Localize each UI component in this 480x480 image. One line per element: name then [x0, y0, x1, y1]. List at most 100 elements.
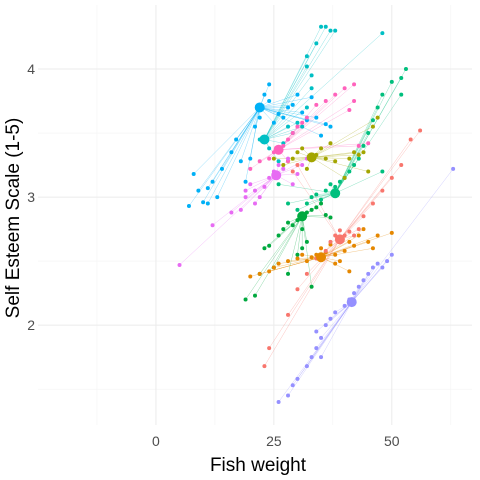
data-point — [319, 201, 324, 206]
connector-line — [320, 301, 352, 358]
connector-line — [250, 107, 260, 159]
data-point — [352, 233, 357, 238]
data-point — [276, 182, 281, 187]
connector-line — [278, 145, 359, 150]
connector-line — [273, 216, 303, 268]
data-point — [319, 146, 324, 151]
data-point — [366, 131, 371, 136]
group-mean-point — [273, 144, 284, 155]
connector-line — [207, 107, 260, 204]
data-point — [314, 205, 319, 210]
data-point — [370, 246, 375, 251]
connector-line — [278, 257, 322, 264]
connector-line — [311, 157, 345, 179]
group-means — [254, 102, 357, 308]
connector-line — [316, 301, 352, 349]
data-point — [328, 215, 333, 220]
data-point — [300, 110, 305, 115]
data-point — [399, 75, 404, 80]
data-point — [356, 284, 361, 289]
data-point — [418, 128, 423, 133]
data-point — [257, 195, 262, 200]
connector-line — [264, 26, 326, 140]
data-point — [347, 169, 352, 174]
data-point — [295, 120, 300, 125]
data-point — [304, 201, 309, 206]
data-point — [290, 383, 295, 388]
data-point — [295, 92, 300, 97]
data-point — [243, 179, 248, 184]
data-point — [295, 256, 300, 261]
connector-line — [264, 88, 312, 140]
data-point — [271, 120, 276, 125]
y-tick-label: 2 — [27, 317, 35, 333]
data-point — [304, 239, 309, 244]
data-point — [281, 115, 286, 120]
data-point — [253, 293, 257, 298]
connector-line — [259, 107, 326, 125]
data-point — [333, 310, 338, 315]
data-point — [403, 67, 408, 72]
data-point — [347, 156, 352, 161]
data-point — [356, 227, 361, 232]
data-point — [286, 312, 291, 317]
connector-line — [339, 190, 383, 240]
connector-line — [351, 168, 454, 303]
data-point — [328, 239, 333, 244]
connector-line — [301, 216, 312, 287]
data-point — [238, 207, 243, 212]
data-point — [276, 159, 281, 164]
data-point — [337, 228, 342, 233]
connector-line — [287, 216, 303, 274]
data-point — [319, 355, 324, 360]
data-point — [366, 169, 371, 174]
data-point — [333, 28, 338, 33]
data-point — [352, 163, 357, 168]
data-point — [370, 265, 375, 270]
data-point — [375, 105, 380, 110]
data-point — [177, 262, 182, 267]
connector-line — [212, 175, 277, 226]
data-point — [253, 201, 257, 206]
connector-line — [297, 193, 336, 211]
data-point — [300, 252, 305, 257]
data-point — [323, 122, 328, 127]
data-point — [347, 269, 352, 274]
connector-line — [264, 26, 322, 140]
data-point — [191, 172, 196, 177]
data-point — [328, 316, 333, 321]
connector-line — [268, 239, 341, 349]
data-point — [319, 24, 324, 29]
data-point — [323, 323, 328, 328]
data-point — [361, 143, 366, 148]
data-point — [328, 124, 333, 129]
data-point — [380, 31, 385, 36]
data-point — [286, 271, 291, 276]
data-point — [380, 188, 385, 193]
data-point — [319, 246, 324, 251]
data-point — [342, 86, 347, 91]
data-point — [281, 166, 286, 171]
data-point — [356, 152, 361, 157]
data-point — [356, 143, 361, 148]
connector-line — [325, 301, 352, 326]
x-axis-ticks: 0 25 50 — [152, 433, 400, 449]
data-point — [333, 184, 338, 189]
data-point — [295, 252, 300, 257]
data-point — [286, 137, 291, 142]
data-point — [248, 156, 253, 161]
data-point — [309, 255, 314, 260]
data-point — [290, 131, 295, 136]
data-point — [380, 92, 385, 97]
y-tick-label: 3 — [27, 189, 35, 205]
data-point — [290, 102, 295, 107]
connector-line — [231, 107, 260, 153]
data-point — [300, 163, 305, 168]
data-point — [267, 99, 272, 104]
data-point — [229, 210, 234, 215]
connector-line — [292, 301, 352, 386]
data-point — [300, 124, 305, 129]
data-point — [314, 346, 319, 351]
data-point — [267, 243, 272, 248]
